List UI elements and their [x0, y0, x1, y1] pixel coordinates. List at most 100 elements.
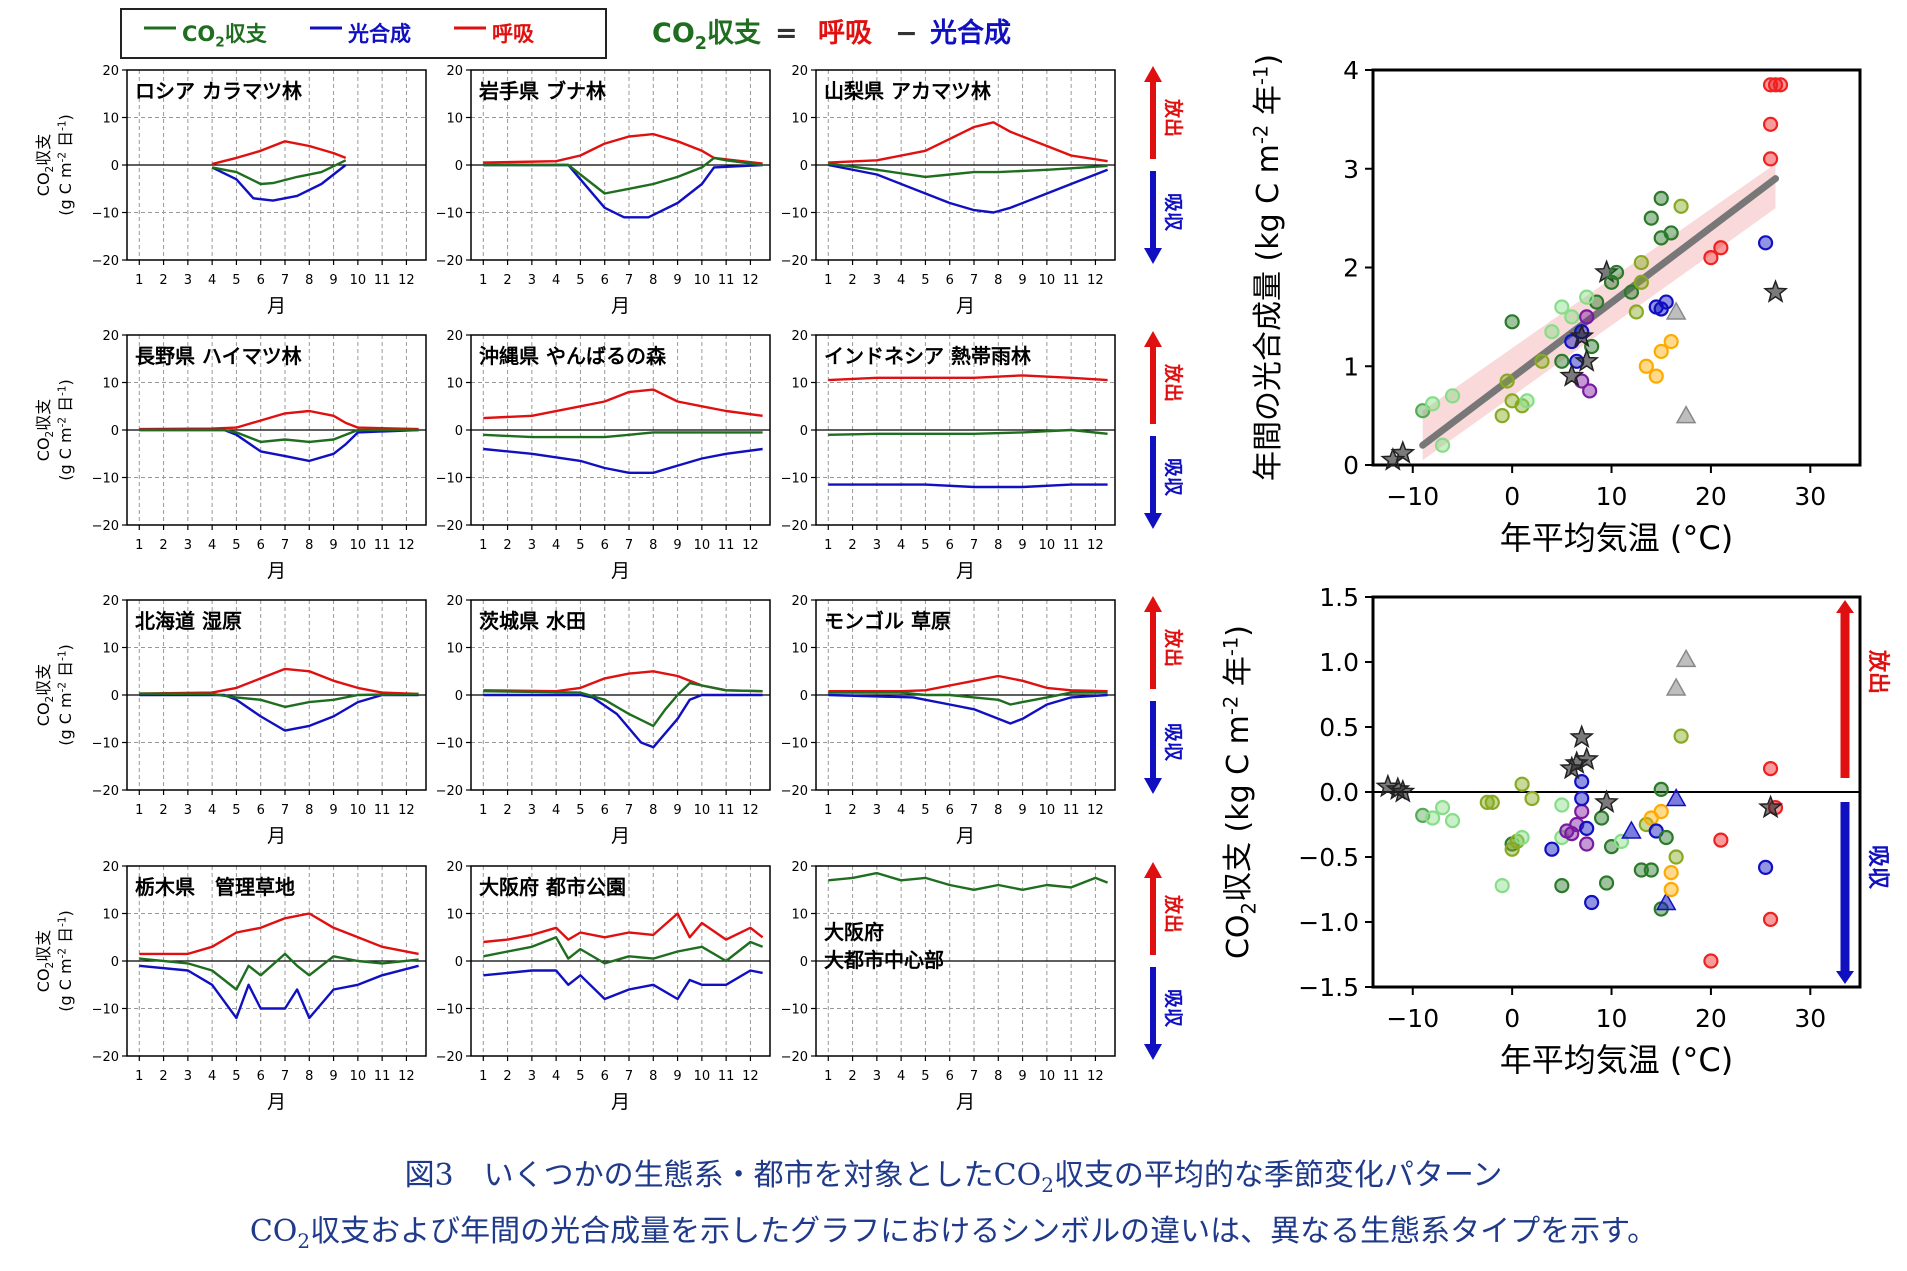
xtick-label: 30 [1794, 1004, 1826, 1033]
xtick-label: 1 [824, 538, 832, 553]
series-resp [483, 912, 764, 944]
xtick-label: 6 [257, 1069, 265, 1084]
point-circle [1574, 790, 1590, 807]
panel-title: 岩手県 ブナ林 [478, 79, 606, 103]
point-star [1574, 746, 1600, 771]
ytick-label: 0 [111, 689, 119, 704]
xtick-label: 2 [848, 273, 856, 288]
ytick-label: 0.5 [1319, 713, 1359, 742]
xtick-label: −10 [1386, 1004, 1439, 1033]
series-resp [139, 667, 419, 696]
legend-label-1: 光合成 [347, 22, 411, 46]
xtick-label: 7 [281, 1069, 289, 1084]
series-photo [828, 483, 1108, 489]
xtick-label: 2 [503, 803, 511, 818]
xtick-label: 9 [329, 273, 337, 288]
xtick-label: 4 [897, 538, 905, 553]
point-circle [1544, 324, 1560, 340]
xtick-label: 1 [135, 273, 143, 288]
xtick-label: 12 [742, 538, 759, 553]
xtick-label: 2 [848, 538, 856, 553]
series-photo [828, 693, 1108, 725]
xtick-label: 3 [873, 1069, 881, 1084]
xtick-label: 3 [873, 538, 881, 553]
point-circle [1554, 299, 1570, 315]
xtick-label: 8 [649, 273, 657, 288]
ytick-label: 10 [102, 642, 119, 657]
xtick-label: 6 [601, 1069, 609, 1084]
point-circle [1574, 803, 1590, 820]
absorb-text: 吸収 [1865, 845, 1890, 890]
ytick-label: 0 [111, 424, 119, 439]
xtick-label: 10 [1039, 538, 1056, 553]
xtick-label: 11 [718, 273, 735, 288]
point-circle [1673, 728, 1689, 744]
xtick-label: 0 [1504, 1004, 1520, 1033]
xtick-label: 8 [649, 803, 657, 818]
series-co2 [139, 692, 419, 709]
xtick-label: 12 [1087, 1069, 1104, 1084]
xtick-label: 10 [350, 1069, 367, 1084]
ytick-label: 10 [102, 112, 119, 127]
xtick-label: 5 [232, 803, 240, 818]
xtick-label: 30 [1794, 482, 1826, 511]
xtick-label: 11 [374, 538, 391, 553]
xtick-label: 10 [694, 1069, 711, 1084]
release-label: 放出 [1162, 894, 1185, 933]
point-circle [1444, 388, 1461, 404]
xtick-label: 4 [897, 1069, 905, 1084]
ytick-label: 20 [102, 860, 119, 875]
xtick-label: 6 [601, 803, 609, 818]
point-circle [1663, 225, 1679, 241]
xlabel: 月 [611, 1091, 630, 1113]
xtick-label: 10 [1039, 803, 1056, 818]
ytick-label: 1 [1343, 352, 1359, 381]
ylabel-line1: CO2​収支 [34, 664, 56, 726]
series-resp [483, 132, 763, 165]
xtick-label: 9 [1018, 803, 1026, 818]
series-photo [483, 163, 763, 219]
point-circle [1663, 333, 1679, 350]
xtick-label: 2 [159, 803, 167, 818]
ytick-label: 0 [800, 159, 808, 174]
series-resp [483, 388, 763, 420]
point-circle [1673, 198, 1689, 214]
point-circle [1584, 338, 1600, 355]
release-label: 放出 [1162, 98, 1185, 137]
panel-title: 大阪府 [824, 920, 884, 944]
point-star [1569, 724, 1595, 749]
ytick-label: −20 [436, 1050, 463, 1065]
absorb-arrowhead [1836, 971, 1854, 984]
xtick-label: 10 [694, 803, 711, 818]
ytick-label: −20 [92, 519, 119, 534]
ytick-label: −20 [781, 519, 808, 534]
point-circle [1425, 810, 1441, 826]
ytick-label: 0 [1343, 451, 1359, 480]
point-star [1559, 755, 1585, 780]
xtick-label: 5 [576, 803, 584, 818]
xtick-label: 3 [184, 273, 192, 288]
xtick-label: 3 [528, 803, 536, 818]
point-circle [1663, 881, 1679, 898]
eq-left: CO2​収支 [652, 18, 761, 54]
point-triangle [1675, 648, 1697, 668]
xtick-label: 8 [305, 803, 313, 818]
point-circle [1598, 875, 1615, 891]
ytick-label: −20 [92, 1050, 119, 1065]
panel-title: 栃木県 管理草地 [135, 875, 295, 899]
xtick-label: 4 [552, 273, 560, 288]
ytick-label: −10 [92, 737, 119, 752]
xtick-label: 10 [350, 538, 367, 553]
point-circle [1415, 403, 1431, 419]
point-circle [1633, 274, 1649, 290]
xtick-label: 11 [374, 273, 391, 288]
series-resp [828, 121, 1108, 164]
ytick-label: 20 [446, 329, 463, 344]
series-co2 [828, 691, 1108, 706]
point-circle [1762, 116, 1779, 132]
release-text: 放出 [1162, 894, 1185, 933]
